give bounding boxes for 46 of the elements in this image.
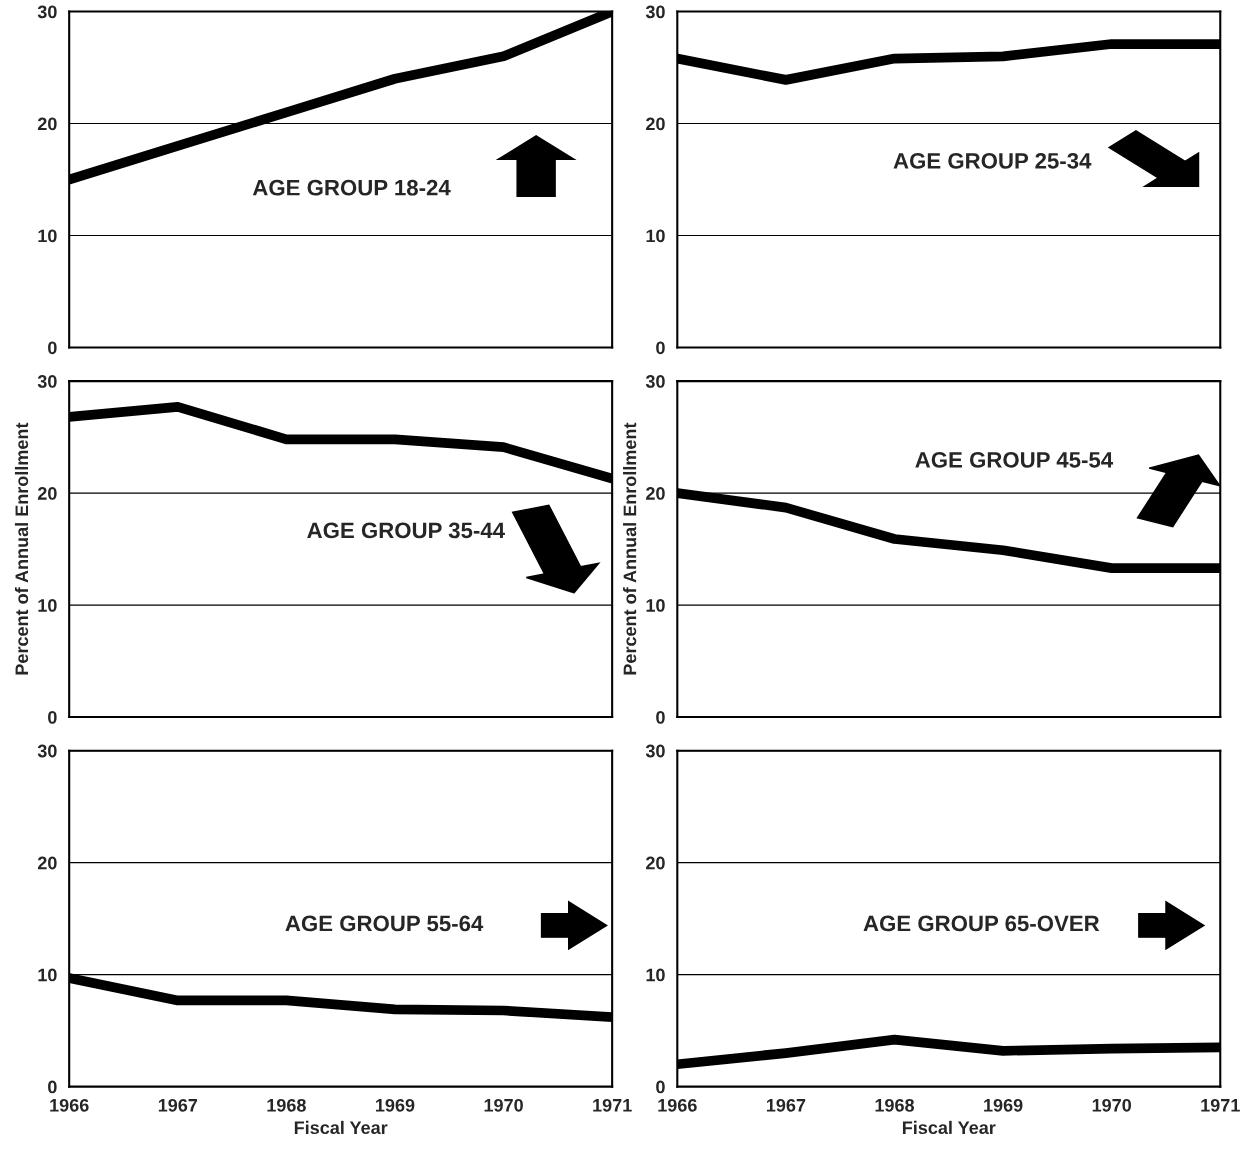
y-tick-label: 30: [645, 5, 665, 19]
y-tick-label: 10: [38, 968, 57, 982]
y-tick-label: 10: [646, 599, 665, 612]
y-tick-label: 0: [656, 341, 665, 355]
y-tick-label: 20: [37, 117, 57, 131]
x-tick-label: 1968: [267, 1098, 306, 1112]
x-tick-label: 1970: [484, 1098, 523, 1112]
y-tick-label: 0: [48, 711, 57, 724]
y-tick-label: 30: [645, 375, 665, 388]
x-tick-label: 1967: [766, 1098, 806, 1112]
x-tick-label: 1971: [1201, 1098, 1240, 1112]
y-tick-label: 10: [38, 229, 57, 243]
x-axis-title: Fiscal Year: [902, 1120, 996, 1135]
annotation: AGE GROUP 35-44: [307, 522, 505, 539]
x-tick-label: 1968: [875, 1098, 915, 1112]
y-tick-label: 0: [48, 1080, 57, 1094]
annotation: AGE GROUP 65-OVER: [863, 915, 1100, 932]
y-tick-label: 30: [37, 5, 57, 19]
y-tick-label: 0: [48, 341, 57, 355]
y-tick-label: 30: [37, 744, 57, 758]
annotation: AGE GROUP 55-64: [285, 915, 484, 932]
y-tick-label: 20: [646, 487, 665, 500]
y-tick-label: 0: [656, 711, 665, 724]
y-tick-label: 10: [646, 229, 665, 243]
y-tick-label: 30: [37, 375, 57, 388]
x-tick-label: 1967: [158, 1098, 198, 1112]
x-tick-label: 1969: [984, 1098, 1023, 1112]
x-axis-title: Fiscal Year: [294, 1120, 388, 1135]
y-tick-label: 20: [37, 487, 57, 500]
y-tick-label: 10: [646, 968, 665, 982]
y-tick-label: 20: [646, 856, 665, 870]
y-tick-label: 0: [656, 1080, 665, 1094]
x-tick-label: 1966: [50, 1098, 89, 1112]
x-tick-label: 1969: [376, 1098, 415, 1112]
annotation: AGE GROUP 45-54: [915, 451, 1114, 468]
y-axis-title: Percent of Annual Enrollment: [623, 422, 637, 675]
annotation: AGE GROUP 18-24: [252, 179, 451, 196]
x-tick-label: 1966: [658, 1098, 697, 1112]
y-tick-label: 20: [646, 117, 665, 131]
y-tick-label: 20: [37, 856, 57, 870]
x-tick-label: 1971: [593, 1098, 632, 1112]
x-tick-label: 1970: [1092, 1098, 1132, 1112]
y-tick-label: 30: [645, 744, 665, 758]
annotation: AGE GROUP 25-34: [893, 152, 1092, 169]
y-axis-title: Percent of Annual Enrollment: [14, 422, 29, 675]
y-tick-label: 10: [38, 599, 57, 612]
